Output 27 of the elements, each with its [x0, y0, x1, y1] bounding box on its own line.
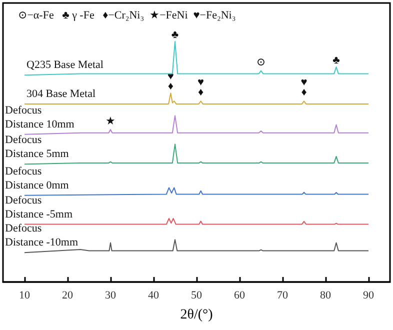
- x-tick-label: 40: [148, 290, 160, 302]
- annotation: ♣: [332, 54, 340, 66]
- series-label: Defocus Distance -10mm: [5, 222, 78, 249]
- x-tick-label: 20: [62, 290, 74, 302]
- series-label: Defocus Distance 0mm: [5, 165, 70, 192]
- x-tick-label: 70: [277, 290, 288, 302]
- annotation: ♣: [171, 28, 179, 41]
- text: ⊙−α-Fe ♣ γ -Fe ♦−Cr₂Ni₃ ★−FeNi ♥−Fe₂Ni₃: [18, 10, 236, 22]
- annotation: ♦: [168, 80, 174, 93]
- series-label: Defocus Distance 10mm: [5, 104, 75, 130]
- annotation: ♥: [300, 76, 308, 89]
- series-label: Defocus Distance 5mm: [5, 134, 70, 160]
- x-tick-label: 60: [234, 290, 246, 302]
- annotation: ♦: [301, 86, 308, 99]
- x-tick-label: 90: [363, 290, 374, 302]
- annotation: ⊙: [256, 56, 266, 69]
- x-axis-title: 2θ/(°): [180, 308, 214, 322]
- x-tick-label: 50: [191, 290, 202, 302]
- series-label: Q235 Base Metal: [26, 59, 104, 72]
- annotation: ♦: [198, 86, 204, 99]
- x-tick-label: 80: [320, 290, 332, 302]
- series-label: 304 Base Metal: [26, 88, 96, 100]
- annotation: ♥: [198, 76, 204, 89]
- series-label: Defocus Distance -5mm: [5, 194, 73, 220]
- x-tick-label: 30: [105, 290, 116, 302]
- annotation: ★: [106, 116, 116, 128]
- x-tick-label: 10: [19, 290, 30, 302]
